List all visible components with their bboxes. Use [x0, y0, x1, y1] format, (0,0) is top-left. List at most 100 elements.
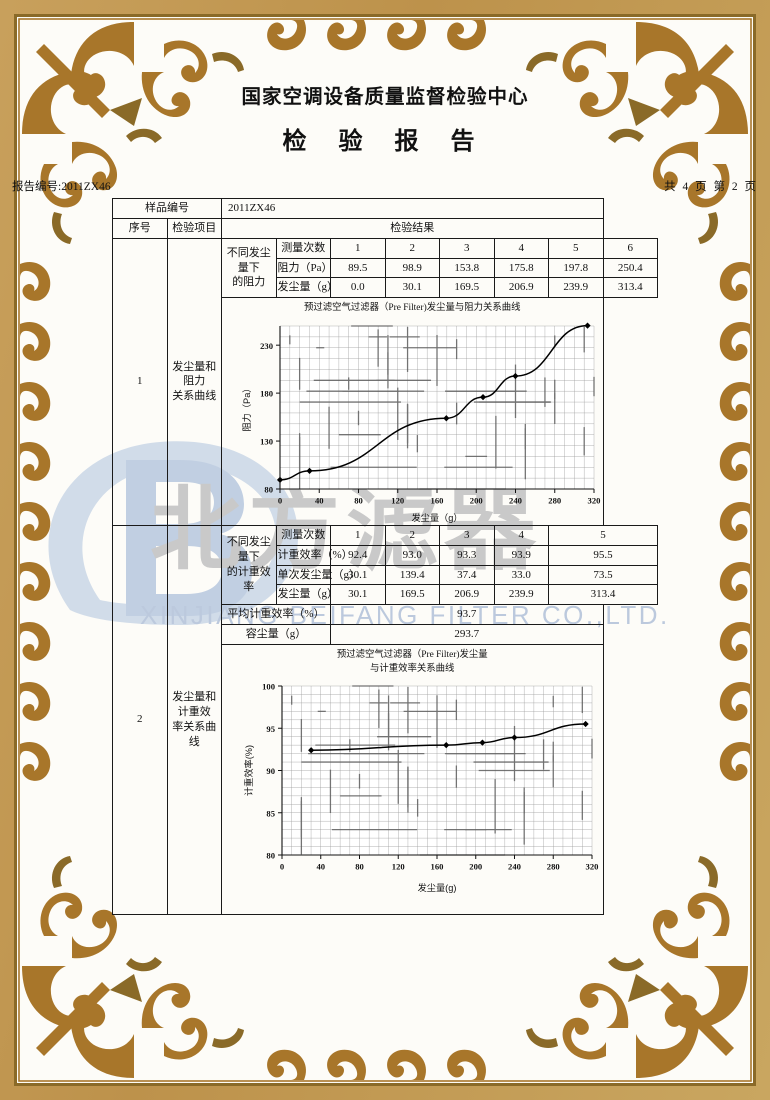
sample-no-value: 2011ZX46: [221, 198, 604, 219]
svg-text:160: 160: [431, 495, 444, 505]
chart1-title: 预过滤空气过滤器（Pre Filter)发尘量与阻力关系曲线: [304, 303, 521, 314]
chart1-plot: 80 130 180 230 0 40 80 120 160 200 240 280 320 发尘量（g）…: [241, 322, 601, 523]
svg-text:计重效率(%): 计重效率(%): [243, 745, 254, 796]
s2-row2-c2: 139.4: [384, 564, 440, 586]
s2-row3-c4: 239.9: [493, 584, 549, 606]
chart2-title: 预过滤空气过滤器（Pre Filter)发尘量 与计重效率关系曲线: [336, 649, 488, 674]
svg-text:160: 160: [431, 862, 444, 872]
s2-row3-c1: 30.1: [330, 584, 386, 606]
report-title: 检 验 报 告: [282, 129, 488, 155]
svg-text:0: 0: [280, 862, 284, 872]
svg-text:180: 180: [260, 389, 273, 399]
s2-row1-label: 计重效率（%）: [275, 544, 353, 566]
s1-row0-label: 测量次数: [275, 237, 331, 259]
s2-row2-c1: 30.1: [330, 564, 386, 586]
s1-row1-c3: 153.8: [439, 257, 495, 279]
svg-text:0: 0: [278, 495, 282, 505]
s1-row1-c4: 175.8: [493, 257, 549, 279]
svg-text:320: 320: [588, 495, 601, 505]
table-row-chart2: 预过滤空气过滤器（Pre Filter)发尘量 与计重效率关系曲线 80 85 90 9…: [113, 643, 658, 915]
table-row-s2-measure: 2 发尘量和计重效 率关系曲线 不同发尘量下 的计重效率 测量次数 1 2 3 4 …: [112, 524, 658, 915]
s2-row1-c3: 93.3: [439, 544, 495, 566]
s2-row0-label: 测量次数: [275, 524, 331, 546]
s1-row0-c2: 2: [384, 237, 440, 259]
s1-row1-c5: 197.8: [548, 257, 604, 279]
s2-row1-c5: 95.5: [548, 544, 658, 566]
s2-cap-label: 容尘量（g）: [221, 624, 331, 645]
svg-text:240: 240: [508, 862, 521, 872]
s1-row2-c6: 313.4: [602, 277, 658, 299]
chart2-cell: 预过滤空气过滤器（Pre Filter)发尘量 与计重效率关系曲线 80 85 90 9…: [221, 643, 604, 915]
svg-text:230: 230: [260, 341, 273, 351]
s1-row0-c1: 1: [330, 237, 386, 259]
report-number: 报告编号:2011ZX46: [12, 181, 111, 193]
s1-row1-c6: 250.4: [602, 257, 658, 279]
svg-text:40: 40: [316, 862, 325, 872]
s1-row2-c1: 0.0: [330, 277, 386, 299]
svg-text:40: 40: [315, 495, 324, 505]
svg-text:100: 100: [262, 682, 275, 692]
s2-serial-number: 2: [112, 524, 168, 915]
svg-text:80: 80: [264, 484, 273, 494]
s2-row0-c1: 1: [330, 524, 386, 546]
s1-row2-c2: 30.1: [384, 277, 440, 299]
s1-row2-c3: 169.5: [439, 277, 495, 299]
s2-row3-c2: 169.5: [384, 584, 440, 606]
table-row-s1-dust: 发尘量（g） 0.0 30.1 169.5 206.9 239.9 313.4: [113, 277, 658, 299]
s1-row0-c3: 3: [439, 237, 495, 259]
s2-row0-c2: 2: [384, 524, 440, 546]
svg-text:200: 200: [469, 862, 482, 872]
table-row-s1-measure: 1 发尘量和阻力 关系曲线 不同发尘量下 的阻力 测量次数 1 2 3 4 5 6: [112, 237, 658, 526]
s2-row1-c4: 93.9: [493, 544, 549, 566]
col-header-result: 检验结果: [221, 217, 604, 239]
svg-text:发尘量（g）: 发尘量（g）: [411, 512, 462, 523]
svg-text:320: 320: [586, 862, 599, 872]
s1-row1-c2: 98.9: [384, 257, 440, 279]
s2-row2-c3: 37.4: [439, 564, 495, 586]
svg-text:120: 120: [392, 862, 405, 872]
chart1-cell: 预过滤空气过滤器（Pre Filter)发尘量与阻力关系曲线 80 130 180 2…: [221, 297, 604, 526]
page-info: 共 4 页 第 2 页: [664, 181, 758, 193]
svg-text:85: 85: [266, 809, 275, 819]
svg-text:120: 120: [391, 495, 404, 505]
svg-text:阻力（Pa）: 阻力（Pa）: [241, 383, 252, 431]
s2-sub-label: 不同发尘量下 的计重效率: [221, 524, 277, 606]
s1-sub-label: 不同发尘量下 的阻力: [221, 237, 277, 299]
s1-row0-c5: 5: [548, 237, 604, 259]
svg-text:130: 130: [260, 437, 273, 447]
s2-row0-c3: 3: [439, 524, 495, 546]
s2-row0-c5: 5: [548, 524, 658, 546]
table-row-s1-resistance: 阻力（Pa） 89.5 98.9 153.8 175.8 197.8 250.4: [113, 257, 658, 279]
s2-row0-c4: 4: [493, 524, 549, 546]
chart2-plot: 80 85 90 95 100 0 40 80 120 160 200 240 280 320 发尘量(g)…: [243, 682, 599, 893]
table-row-s2-total-dust: 发尘量（g） 30.1 169.5 206.9 239.9 313.4: [113, 584, 658, 606]
s1-row2-c4: 206.9: [493, 277, 549, 299]
s1-row2-label: 发尘量（g）: [275, 277, 338, 299]
svg-text:280: 280: [548, 495, 561, 505]
table-row-s2-efficiency: 计重效率（%） 92.4 93.0 93.3 93.9 95.5: [113, 544, 658, 566]
svg-text:280: 280: [547, 862, 560, 872]
s2-cap-value: 293.7: [330, 624, 604, 645]
col-header-item: 检验项目: [166, 217, 222, 239]
svg-text:95: 95: [266, 724, 275, 734]
svg-text:90: 90: [266, 766, 275, 776]
s1-row1-c1: 89.5: [330, 257, 386, 279]
svg-text:200: 200: [470, 495, 483, 505]
s2-row2-c5: 73.5: [548, 564, 658, 586]
s1-row1-label: 阻力（Pa）: [275, 257, 333, 279]
table-row-headers: 序号 检验项目 检验结果: [112, 217, 658, 239]
svg-text:80: 80: [354, 495, 363, 505]
svg-text:发尘量(g): 发尘量(g): [418, 882, 457, 893]
table-row-s2-average: 平均计重效率（%） 93.7: [113, 604, 658, 626]
sample-no-label: 样品编号: [112, 198, 222, 219]
table-row-chart1: 预过滤空气过滤器（Pre Filter)发尘量与阻力关系曲线 80 130 180 2…: [113, 297, 658, 526]
report-table: 样品编号 2011ZX46 序号 检验项目 检验结果 1 发尘量和阻力 关系曲线 …: [112, 198, 658, 915]
s2-row2-label: 单次发尘量（g）: [275, 564, 360, 586]
table-row-sample-no: 样品编号 2011ZX46: [112, 198, 658, 219]
organization-title: 国家空调设备质量监督检验中心: [241, 87, 529, 108]
s2-row1-c2: 93.0: [384, 544, 440, 566]
col-header-sn: 序号: [112, 217, 168, 239]
report-meta-row: 报告编号:2011ZX46 共 4 页 第 2 页: [12, 178, 758, 194]
s2-row2-c4: 33.0: [493, 564, 549, 586]
